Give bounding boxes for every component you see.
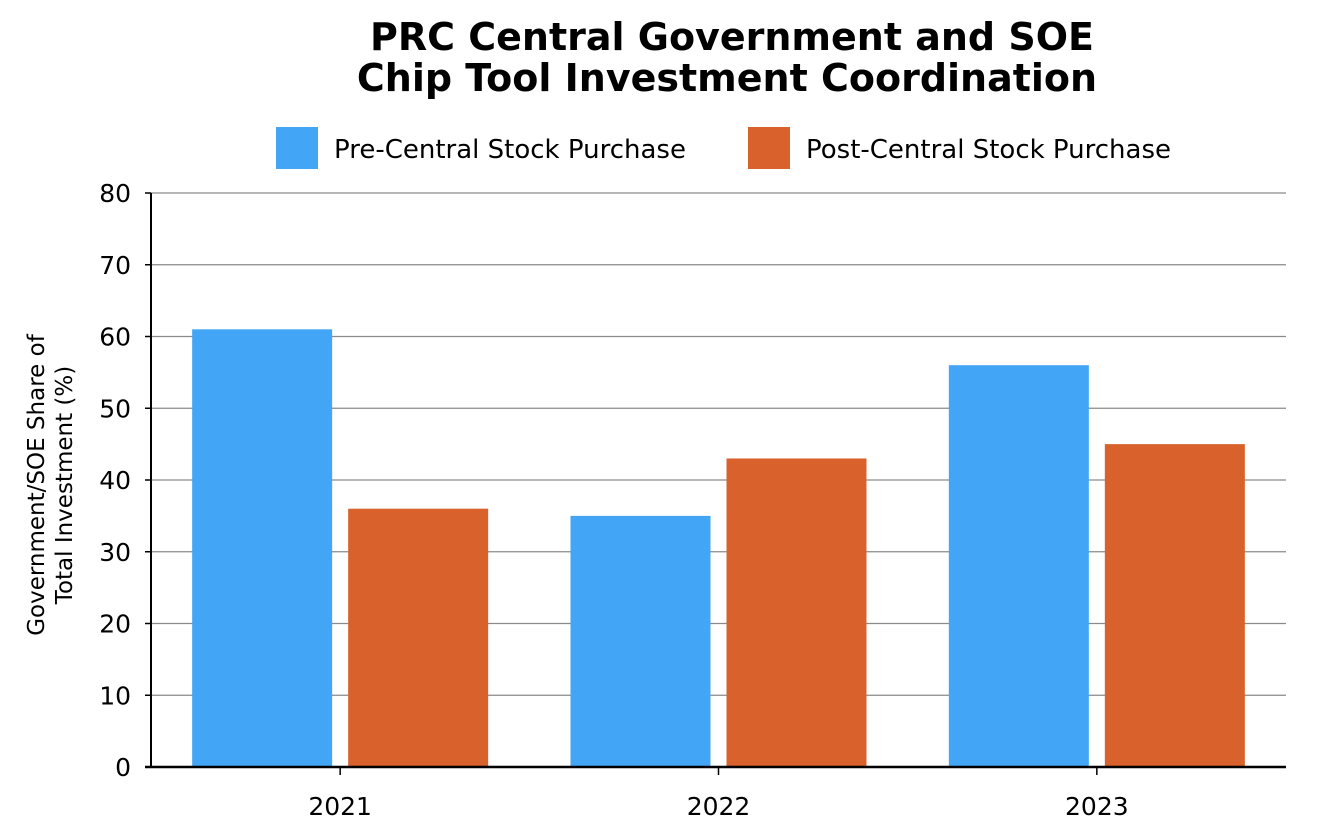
x-tick-label-2023: 2023 — [1065, 792, 1129, 821]
x-tick-label-2021: 2021 — [308, 792, 372, 821]
y-tick-label-0: 0 — [115, 753, 131, 782]
legend: Pre-Central Stock Purchase Post-Central … — [276, 127, 1171, 169]
y-axis-label-line-1: Government/SOE Share of — [24, 333, 50, 635]
chart-title-line-1: PRC Central Government and SOE — [370, 15, 1094, 59]
legend-label-pre: Pre-Central Stock Purchase — [334, 135, 686, 165]
bars — [192, 329, 1245, 767]
bar-2022-post — [726, 458, 867, 767]
y-tick-label-80: 80 — [99, 179, 131, 208]
bar-2021-post — [348, 508, 489, 767]
bar-2023-post — [1104, 444, 1245, 767]
chart-title-line-2: Chip Tool Investment Coordination — [357, 56, 1097, 100]
bar-2022-pre — [570, 515, 711, 767]
legend-swatch-post — [748, 127, 790, 169]
x-tick-label-2022: 2022 — [687, 792, 751, 821]
y-tick-label-40: 40 — [99, 466, 131, 495]
y-tick-label-20: 20 — [99, 610, 131, 639]
x-axis-ticks: 2021 2022 2023 — [308, 767, 1129, 821]
y-axis-ticks: 0 10 20 30 40 50 60 70 80 — [99, 179, 151, 782]
y-axis-label: Government/SOE Share of Total Investment… — [24, 333, 78, 635]
legend-label-post: Post-Central Stock Purchase — [806, 135, 1171, 165]
legend-swatch-pre — [276, 127, 318, 169]
y-tick-label-10: 10 — [99, 681, 131, 710]
y-axis-label-line-2: Total Investment (%) — [52, 366, 78, 605]
y-tick-label-70: 70 — [99, 251, 131, 280]
y-tick-label-50: 50 — [99, 394, 131, 423]
bar-2023-pre — [948, 365, 1089, 767]
gridlines — [151, 192, 1286, 696]
axes — [145, 193, 1286, 769]
bar-2021-pre — [192, 329, 333, 767]
y-tick-label-30: 30 — [99, 538, 131, 567]
y-tick-label-60: 60 — [99, 323, 131, 352]
